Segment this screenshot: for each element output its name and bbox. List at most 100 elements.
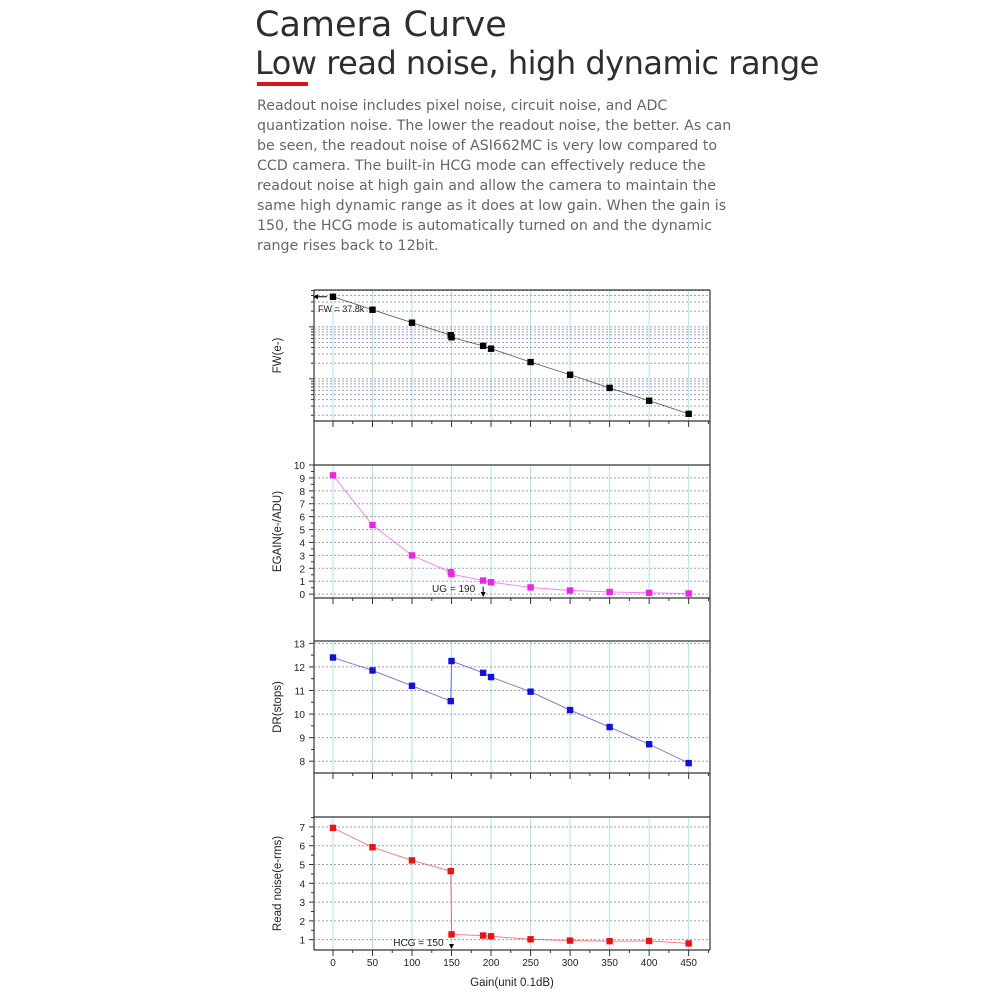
data-point bbox=[408, 319, 416, 326]
camera-curve-chart: FW(e-)FW = 37.8k012345678910EGAIN(e-/ADU… bbox=[272, 289, 711, 989]
data-point bbox=[645, 589, 653, 597]
y-axis-label: Read noise(e-rms) bbox=[272, 836, 284, 931]
annotation-label: FW = 37.8k bbox=[318, 304, 365, 314]
y-tick-label: 13 bbox=[294, 639, 306, 650]
x-tick-label: 250 bbox=[522, 958, 539, 969]
data-point bbox=[685, 410, 692, 418]
data-point bbox=[479, 342, 487, 350]
x-tick-label: 100 bbox=[404, 958, 421, 969]
data-point bbox=[447, 697, 454, 705]
y-tick-label: 5 bbox=[299, 861, 305, 872]
data-point bbox=[448, 657, 455, 665]
data-point bbox=[606, 588, 613, 596]
y-tick-label: 3 bbox=[299, 551, 305, 562]
x-tick-label: 0 bbox=[330, 958, 336, 969]
data-point bbox=[447, 867, 454, 875]
data-point bbox=[487, 579, 495, 586]
data-point bbox=[487, 933, 495, 940]
data-point bbox=[329, 824, 337, 832]
annotation-label: UG = 190 bbox=[432, 584, 476, 595]
data-point bbox=[645, 397, 653, 404]
data-point bbox=[479, 932, 487, 939]
y-axis-label: EGAIN(e-/ADU) bbox=[272, 491, 284, 572]
y-tick-label: 10 bbox=[294, 461, 306, 472]
y-axis-label: FW(e-) bbox=[272, 337, 284, 373]
series-line bbox=[332, 475, 689, 594]
data-point bbox=[329, 293, 337, 300]
data-point bbox=[685, 940, 692, 947]
data-point bbox=[487, 345, 495, 352]
data-point bbox=[527, 584, 534, 591]
data-point bbox=[369, 844, 376, 851]
y-tick-label: 1 bbox=[299, 936, 305, 947]
y-tick-label: 7 bbox=[299, 823, 305, 834]
data-point bbox=[527, 688, 534, 695]
accent-underline bbox=[257, 82, 308, 86]
data-point bbox=[408, 857, 416, 864]
y-tick-label: 2 bbox=[299, 917, 305, 928]
panel-2: 8 9 10 11 12 13 DR(stops) bbox=[272, 639, 710, 779]
data-point bbox=[566, 706, 574, 714]
x-tick-label: 200 bbox=[483, 958, 500, 969]
page-subtitle: Low read noise, high dynamic range bbox=[255, 44, 819, 82]
y-axis-label: DR(stops) bbox=[272, 681, 284, 733]
data-point bbox=[487, 673, 495, 681]
data-point bbox=[369, 306, 376, 313]
data-point bbox=[329, 654, 337, 661]
panel-1: 0 1 2 3 45 6 7 8 9 10 EGAIN(e-/ADU) UG = 190 bbox=[272, 461, 710, 604]
data-point bbox=[369, 521, 376, 529]
y-tick-label: 4 bbox=[299, 879, 305, 890]
annotation-label: HCG = 150 bbox=[393, 938, 444, 949]
data-point bbox=[448, 334, 455, 341]
data-point bbox=[408, 552, 416, 559]
x-tick-label: 400 bbox=[641, 958, 658, 969]
y-tick-label: 7 bbox=[299, 500, 305, 511]
data-point bbox=[606, 937, 613, 945]
series-line bbox=[332, 827, 689, 944]
x-tick-label: 150 bbox=[443, 958, 460, 969]
arrow-left-icon bbox=[312, 294, 318, 300]
y-tick-label: 12 bbox=[294, 663, 306, 674]
y-tick-label: 3 bbox=[299, 898, 305, 909]
x-tick-label: 450 bbox=[680, 958, 697, 969]
y-tick-label: 6 bbox=[299, 513, 305, 524]
data-point bbox=[645, 741, 653, 748]
x-axis-label: Gain(unit 0.1dB) bbox=[470, 977, 554, 989]
panel-3: 1 2 3 4 5 6 7 Read noise(e-rms) HCG = 150 bbox=[272, 816, 710, 956]
series-line bbox=[332, 657, 689, 764]
x-tick-label: 300 bbox=[562, 958, 579, 969]
description-paragraph: Readout noise includes pixel noise, circ… bbox=[257, 98, 732, 254]
panel-0: FW(e-) FW = 37.8k bbox=[272, 289, 710, 427]
data-point bbox=[479, 669, 487, 677]
data-point bbox=[527, 936, 534, 943]
y-tick-label: 6 bbox=[299, 842, 305, 853]
data-point bbox=[645, 937, 653, 945]
data-point bbox=[329, 472, 337, 479]
x-tick-label: 350 bbox=[601, 958, 618, 969]
x-tick-label: 50 bbox=[367, 958, 379, 969]
y-tick-label: 0 bbox=[299, 590, 305, 601]
y-tick-label: 2 bbox=[299, 564, 305, 575]
data-point bbox=[408, 682, 416, 689]
data-point bbox=[606, 384, 613, 392]
y-tick-label: 1 bbox=[299, 577, 305, 588]
series-line bbox=[332, 296, 689, 415]
arrow-down-icon bbox=[480, 592, 486, 597]
y-tick-label: 5 bbox=[299, 526, 305, 537]
data-point bbox=[685, 759, 692, 767]
y-tick-label: 11 bbox=[295, 687, 306, 698]
data-point bbox=[606, 723, 613, 731]
data-point bbox=[566, 937, 574, 944]
y-tick-label: 8 bbox=[299, 757, 305, 768]
data-point bbox=[566, 587, 574, 594]
arrow-down-icon bbox=[449, 944, 455, 949]
y-tick-label: 9 bbox=[299, 474, 305, 485]
data-point bbox=[369, 667, 376, 674]
y-tick-label: 10 bbox=[294, 710, 306, 721]
data-point bbox=[479, 577, 487, 584]
data-point bbox=[566, 371, 574, 378]
page-title: Camera Curve bbox=[255, 5, 507, 45]
data-point bbox=[527, 358, 534, 366]
data-point bbox=[685, 590, 692, 597]
data-point bbox=[448, 570, 455, 578]
